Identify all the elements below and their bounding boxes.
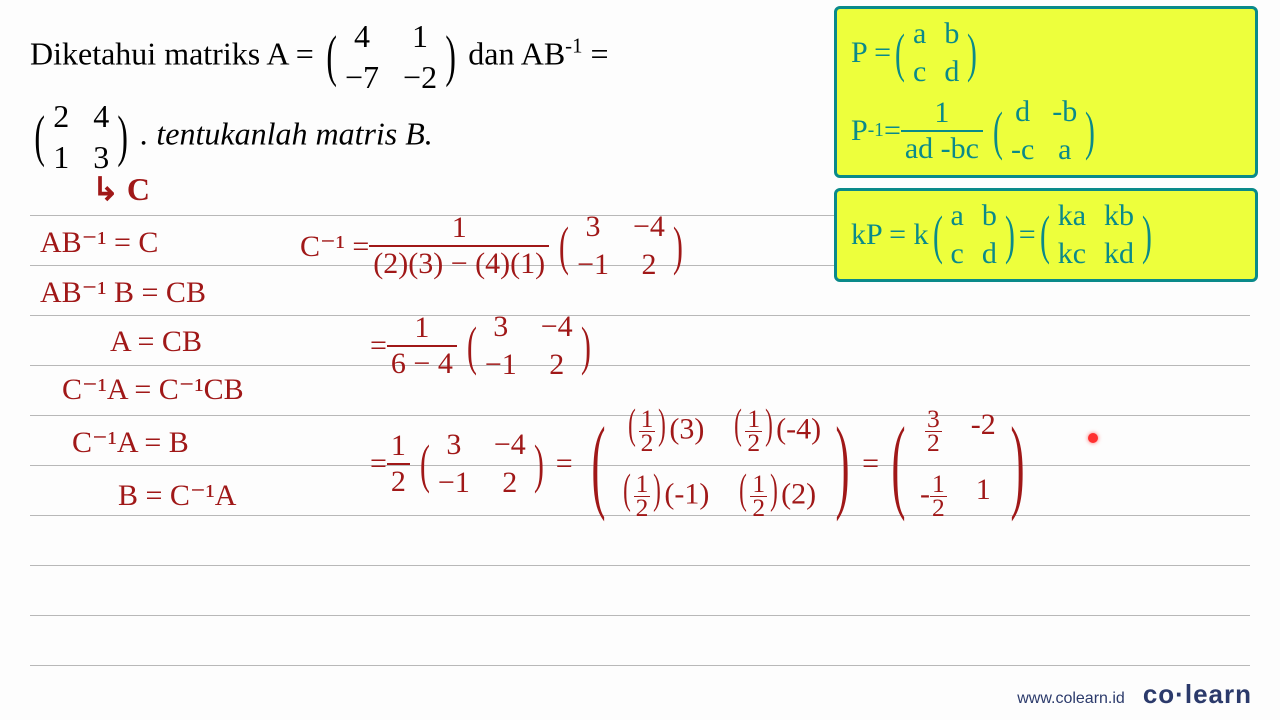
problem-line2: ( 2 4 1 3 ) . tentukanlah matris B. [30, 98, 433, 176]
work-l5: C⁻¹A = B [72, 425, 189, 460]
final-matrix: ( 32 -2 -12 1 ) [881, 408, 1035, 520]
matrix-a: ( 4 1 −7 −2 ) [322, 18, 460, 96]
problem-mid: dan AB [468, 35, 565, 71]
work-l6: B = C⁻¹A [118, 478, 236, 513]
work-l3: A = CB [110, 325, 202, 359]
problem-instruct: . tentukanlah matris B. [140, 115, 432, 151]
work-r1: C⁻¹ = 1 (2)(3) − (4)(1) ( 3 −4 −1 2 ) [300, 210, 687, 282]
formula-box-scalar: kP = k ( a b c d ) = ( ka kb kc kd ) [834, 188, 1258, 282]
work-l4: C⁻¹A = C⁻¹CB [62, 372, 244, 407]
expanded-matrix: ( (12)(3) (12)(-4) (12)(-1) (12)(2) ) [581, 408, 860, 520]
footer-url: www.colearn.id [1017, 690, 1125, 708]
problem-pre: Diketahui matriks A = [30, 35, 322, 71]
matrix-ab: ( 2 4 1 3 ) [30, 98, 132, 176]
arrow-label-c: ↳ C [92, 170, 150, 208]
work-l1: AB⁻¹ = C [40, 225, 158, 260]
footer: www.colearn.id co·learn [1017, 679, 1252, 710]
work-l2: AB⁻¹ B = CB [40, 275, 206, 310]
laser-pointer-dot [1088, 433, 1098, 443]
problem-line1: Diketahui matriks A = ( 4 1 −7 −2 ) dan … [30, 18, 609, 96]
footer-logo: co·learn [1143, 679, 1252, 710]
work-r2: = 1 6 − 4 ( 3 −4 −1 2 ) [370, 310, 595, 382]
formula-box-inverse: P = ( a b c d ) P-1 = 1 ad -bc ( d -b -c… [834, 6, 1258, 178]
work-r3: = 1 2 ( 3 −4 −1 2 ) = ( (12)(3) (12)(-4)… [370, 408, 1035, 520]
